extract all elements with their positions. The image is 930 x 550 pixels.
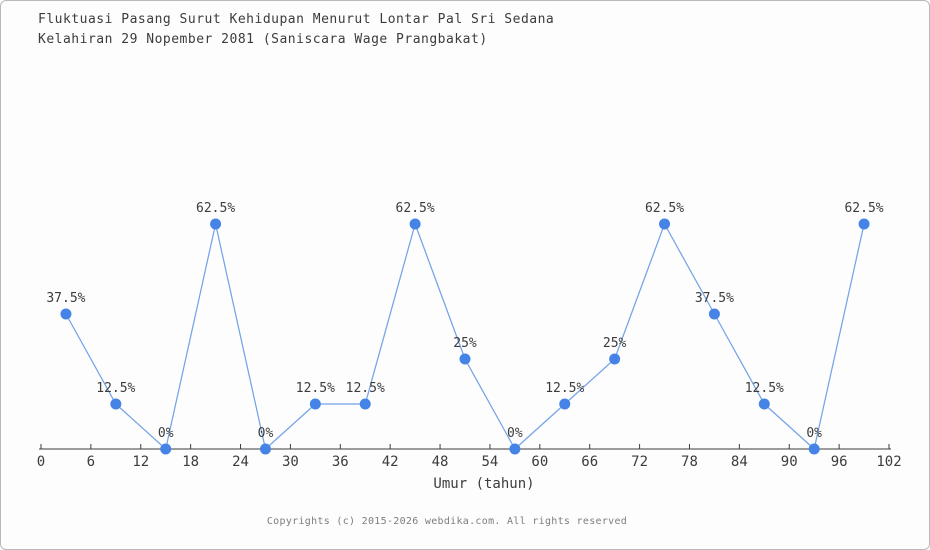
data-point-label: 25% — [603, 336, 627, 351]
x-axis-tick-label: 36 — [332, 454, 349, 470]
x-axis-tick-label: 48 — [432, 454, 449, 470]
x-axis-tick-label: 12 — [132, 454, 149, 470]
x-axis-title: Umur (tahun) — [433, 476, 535, 492]
chart-title: Fluktuasi Pasang Surut Kehidupan Menurut… — [38, 10, 554, 50]
x-axis-tick-label: 6 — [87, 454, 95, 470]
data-point-marker — [409, 218, 421, 230]
x-axis-tick-label: 102 — [876, 454, 901, 470]
data-point-label: 12.5% — [296, 381, 335, 396]
x-axis-tick-label: 66 — [581, 454, 598, 470]
data-point-marker — [858, 218, 870, 230]
data-point-marker — [259, 443, 271, 455]
data-point-marker — [60, 308, 72, 320]
data-point-label: 37.5% — [46, 291, 85, 306]
data-point-marker — [459, 353, 471, 365]
data-point-marker — [708, 308, 720, 320]
data-point-label: 12.5% — [745, 381, 784, 396]
chart-title-line2: Kelahiran 29 Nopember 2081 (Saniscara Wa… — [38, 32, 488, 47]
x-axis-tick-label: 96 — [831, 454, 848, 470]
x-axis-tick-label: 78 — [681, 454, 698, 470]
copyright-text: Copyrights (c) 2015-2026 webdika.com. Al… — [266, 516, 628, 527]
x-axis-tick-label: 54 — [482, 454, 499, 470]
x-axis-tick-label: 0 — [37, 454, 45, 470]
data-point-label: 25% — [453, 336, 477, 351]
data-point-marker — [160, 443, 172, 455]
x-axis-tick-label: 24 — [232, 454, 249, 470]
data-point-label: 12.5% — [545, 381, 584, 396]
data-point-label: 0% — [158, 426, 174, 441]
x-axis-tick-label: 42 — [382, 454, 399, 470]
data-point-label: 62.5% — [196, 201, 235, 216]
data-point-marker — [309, 398, 321, 410]
data-point-label: 12.5% — [346, 381, 385, 396]
data-point-label: 62.5% — [645, 201, 684, 216]
data-point-label: 62.5% — [844, 201, 883, 216]
data-point-marker — [110, 398, 122, 410]
data-point-label: 0% — [258, 426, 274, 441]
x-axis-tick-label: 90 — [781, 454, 798, 470]
x-axis-tick-label: 18 — [182, 454, 199, 470]
data-point-marker — [509, 443, 521, 455]
data-point-marker — [359, 398, 371, 410]
data-point-label: 12.5% — [96, 381, 135, 396]
x-axis-tick-label: 30 — [282, 454, 299, 470]
data-point-marker — [659, 218, 671, 230]
chart-title-line1: Fluktuasi Pasang Surut Kehidupan Menurut… — [38, 12, 555, 27]
data-point-marker — [609, 353, 621, 365]
data-point-label: 0% — [806, 426, 822, 441]
data-point-label: 37.5% — [695, 291, 734, 306]
x-axis-tick-label: 72 — [631, 454, 648, 470]
data-point-marker — [559, 398, 571, 410]
x-axis-tick-label: 84 — [731, 454, 748, 470]
data-point-label: 0% — [507, 426, 523, 441]
data-point-marker — [758, 398, 770, 410]
data-point-label: 62.5% — [396, 201, 435, 216]
data-point-marker — [808, 443, 820, 455]
data-point-marker — [210, 218, 222, 230]
x-axis-tick-label: 60 — [531, 454, 548, 470]
